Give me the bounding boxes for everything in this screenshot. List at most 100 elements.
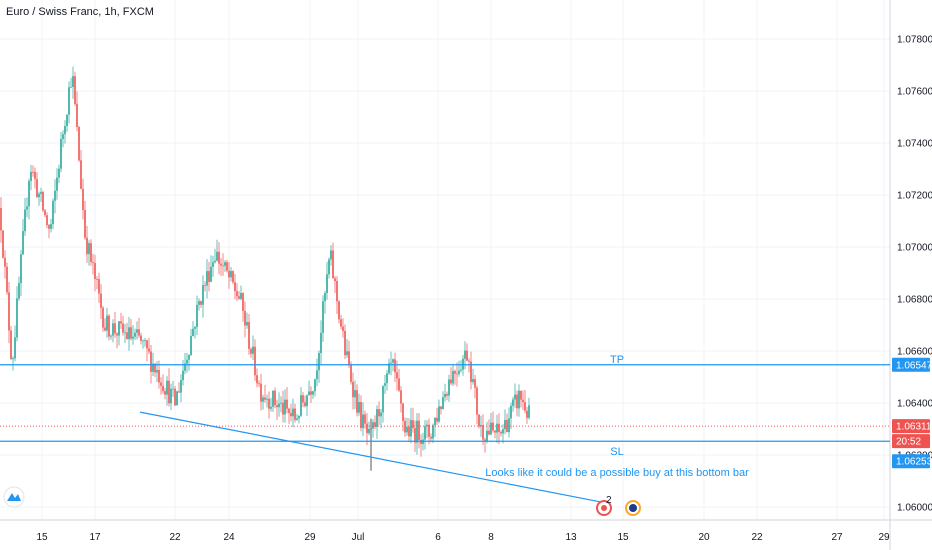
candle-body [250, 348, 252, 354]
candle-body [334, 278, 336, 282]
candle-body [418, 420, 420, 440]
candle-body [234, 282, 236, 292]
candle-body [466, 350, 468, 361]
candle-body [242, 292, 244, 311]
candle-body [280, 402, 282, 404]
candle-body [428, 424, 430, 437]
candle-body [54, 190, 56, 201]
trendline[interactable] [139, 411, 601, 503]
candle-body [142, 340, 144, 342]
candle-body [244, 310, 246, 326]
candle-body [344, 330, 346, 356]
candle-body [92, 262, 94, 263]
candle-body [42, 192, 44, 211]
candle-body [426, 424, 428, 427]
candle-body [74, 76, 76, 104]
candle-body [372, 422, 374, 429]
candle-body [350, 364, 352, 382]
candle-body [314, 379, 316, 392]
candle-body [76, 103, 78, 128]
price-badge [892, 419, 930, 434]
candle-body [194, 327, 196, 329]
x-tick-label: 8 [488, 532, 494, 543]
candle-body [28, 180, 30, 207]
plot-area[interactable] [0, 0, 890, 520]
candle-body [12, 358, 14, 360]
candle-body [288, 408, 290, 413]
candle-body [236, 291, 238, 297]
candle-body [420, 439, 422, 444]
candle-body [328, 259, 330, 275]
candle-body [22, 231, 24, 255]
candle-body [264, 397, 266, 400]
y-tick-label: 1.07200 [897, 191, 932, 202]
candle-body [474, 379, 476, 388]
candle-body [14, 337, 16, 359]
candle-body [80, 160, 82, 189]
candle-body [204, 285, 206, 286]
candle-body [148, 348, 150, 352]
candle-body [16, 298, 18, 338]
candle-body [512, 399, 514, 406]
candle-body [98, 279, 100, 294]
candle-body [118, 321, 120, 336]
candle-body [262, 397, 264, 402]
candle-body [348, 351, 350, 365]
candle-body [140, 335, 142, 341]
candle-body [64, 126, 66, 135]
candle-body [0, 208, 2, 231]
candle-body [468, 360, 470, 362]
candle-body [388, 363, 390, 374]
candle-body [114, 323, 116, 334]
candle-body [168, 380, 170, 404]
candle-body [316, 370, 318, 380]
candle-body [362, 414, 364, 429]
candle-body [376, 409, 378, 427]
event-marker-count: 2 [606, 495, 612, 506]
price-badge-label: 1.06311 [896, 422, 932, 433]
candle-body [106, 315, 108, 331]
y-tick-label: 1.07600 [897, 87, 932, 98]
candle-body [268, 398, 270, 409]
candle-body [470, 361, 472, 382]
candle-body [2, 230, 4, 258]
candle-body [50, 224, 52, 229]
candle-body [220, 263, 222, 266]
candle-body [34, 171, 36, 180]
candle-body [440, 406, 442, 410]
candle-body [56, 177, 58, 191]
candle-body [82, 188, 84, 210]
candle-body [212, 262, 214, 267]
candle-body [4, 257, 6, 267]
candle-body [318, 353, 320, 371]
candle-body [282, 402, 284, 415]
candle-body [412, 420, 414, 429]
price-badge-label: 20:52 [896, 437, 921, 448]
candle-body [60, 139, 62, 169]
candle-body [390, 362, 392, 364]
candle-body [274, 390, 276, 406]
event-marker-dot [601, 505, 607, 511]
candle-body [358, 401, 360, 413]
candle-body [300, 395, 302, 416]
candle-body [170, 388, 172, 404]
candle-body [452, 371, 454, 384]
candle-body [238, 296, 240, 299]
level-label-tp: TP [610, 354, 624, 366]
candle-body [518, 390, 520, 409]
event-marker-inner [629, 504, 637, 512]
candle-body [484, 439, 486, 441]
candle-body [20, 254, 22, 284]
candle-body [214, 260, 216, 263]
candle-body [424, 426, 426, 440]
candle-body [26, 206, 28, 210]
candle-body [522, 399, 524, 403]
candle-body [116, 333, 118, 336]
candle-body [70, 86, 72, 88]
candle-body [46, 215, 48, 226]
candle-body [410, 420, 412, 437]
candle-body [182, 370, 184, 381]
candle-body [356, 390, 358, 413]
x-tick-label: 15 [617, 532, 629, 543]
